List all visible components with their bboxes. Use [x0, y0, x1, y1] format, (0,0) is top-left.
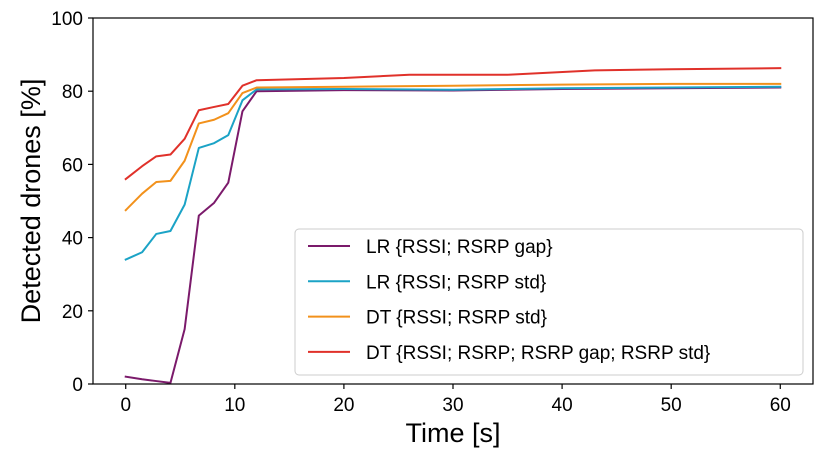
axis-ticks: 0 10 20 30 40 50 60 0 20 40 60 80 100: [51, 9, 791, 416]
y-axis-label: Detected drones [%]: [16, 79, 46, 324]
x-tick-label: 50: [661, 395, 682, 416]
legend-label-0: LR {RSSI; RSRP gap}: [366, 237, 553, 258]
y-tick-label: 60: [62, 155, 83, 176]
x-tick-label: 60: [770, 395, 791, 416]
x-axis-label: Time [s]: [405, 418, 500, 448]
legend-label-1: LR {RSSI; RSRP std}: [366, 272, 546, 293]
x-tick-label: 20: [333, 395, 354, 416]
series-line-2: [124, 82, 782, 212]
x-tick-label: 30: [442, 395, 463, 416]
y-tick-label: 20: [62, 302, 83, 323]
legend: LR {RSSI; RSRP gap} LR {RSSI; RSRP std} DT…: [294, 228, 804, 376]
x-tick-label: 40: [552, 395, 573, 416]
series-line-1: [124, 85, 782, 261]
legend-box: [294, 228, 804, 376]
x-tick-label: 0: [120, 395, 131, 416]
y-tick-label: 40: [62, 229, 83, 250]
x-tick-label: 10: [224, 395, 245, 416]
y-tick-label: 80: [62, 82, 83, 103]
y-tick-label: 100: [51, 9, 83, 30]
y-tick-label: 0: [72, 375, 83, 396]
legend-label-2: DT {RSSI; RSRP std}: [366, 308, 547, 329]
legend-label-3: DT {RSSI; RSRP; RSRP gap; RSRP std}: [366, 343, 710, 364]
series-line-3: [124, 67, 782, 181]
